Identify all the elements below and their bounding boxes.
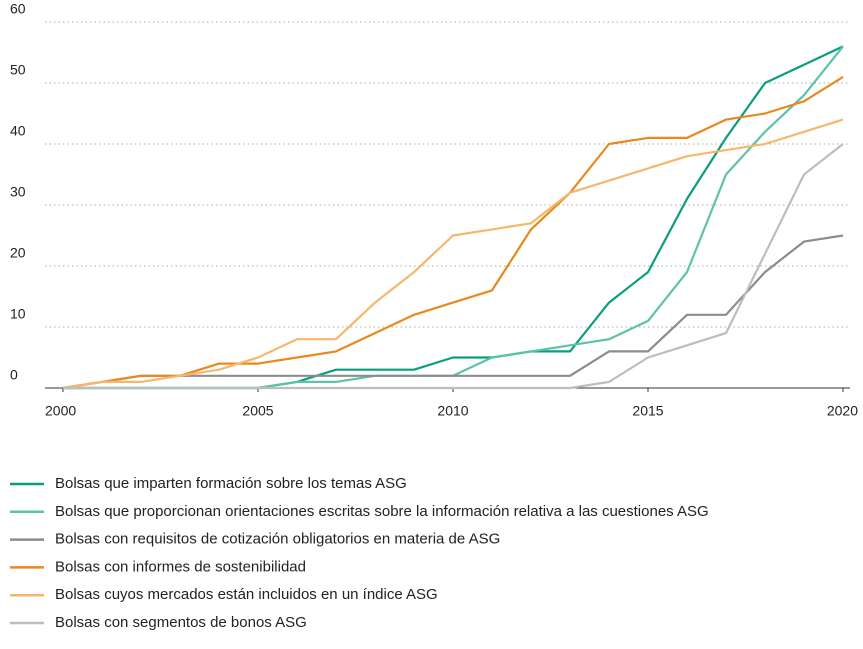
y-tick-label: 60 xyxy=(10,1,26,17)
x-tick-label: 2005 xyxy=(242,403,273,419)
x-tick-label: 2015 xyxy=(632,403,663,419)
series-line xyxy=(62,75,844,390)
legend-label: Bolsas con requisitos de cotización obli… xyxy=(55,531,500,548)
x-tick-label: 2020 xyxy=(827,403,858,419)
series-line xyxy=(63,45,844,390)
y-tick-label: 50 xyxy=(10,62,26,78)
y-tick-label: 0 xyxy=(10,367,18,383)
legend-label: Bolsas que imparten formación sobre los … xyxy=(55,475,407,492)
series-line xyxy=(63,45,844,390)
y-tick-label: 30 xyxy=(10,184,26,200)
x-tick-label: 2000 xyxy=(45,403,76,419)
series-line xyxy=(62,234,844,390)
series-line xyxy=(62,118,844,390)
legend-label: Bolsas con informes de sostenibilidad xyxy=(55,558,306,575)
y-tick-label: 40 xyxy=(10,123,26,139)
legend-label: Bolsas que proporcionan orientaciones es… xyxy=(55,503,709,520)
y-tick-label: 20 xyxy=(10,245,26,261)
x-tick-label: 2010 xyxy=(437,403,468,419)
legend-label: Bolsas con segmentos de bonos ASG xyxy=(55,614,307,631)
y-tick-label: 10 xyxy=(10,306,26,322)
legend-label: Bolsas cuyos mercados están incluidos en… xyxy=(55,586,438,603)
series-line xyxy=(63,143,844,390)
